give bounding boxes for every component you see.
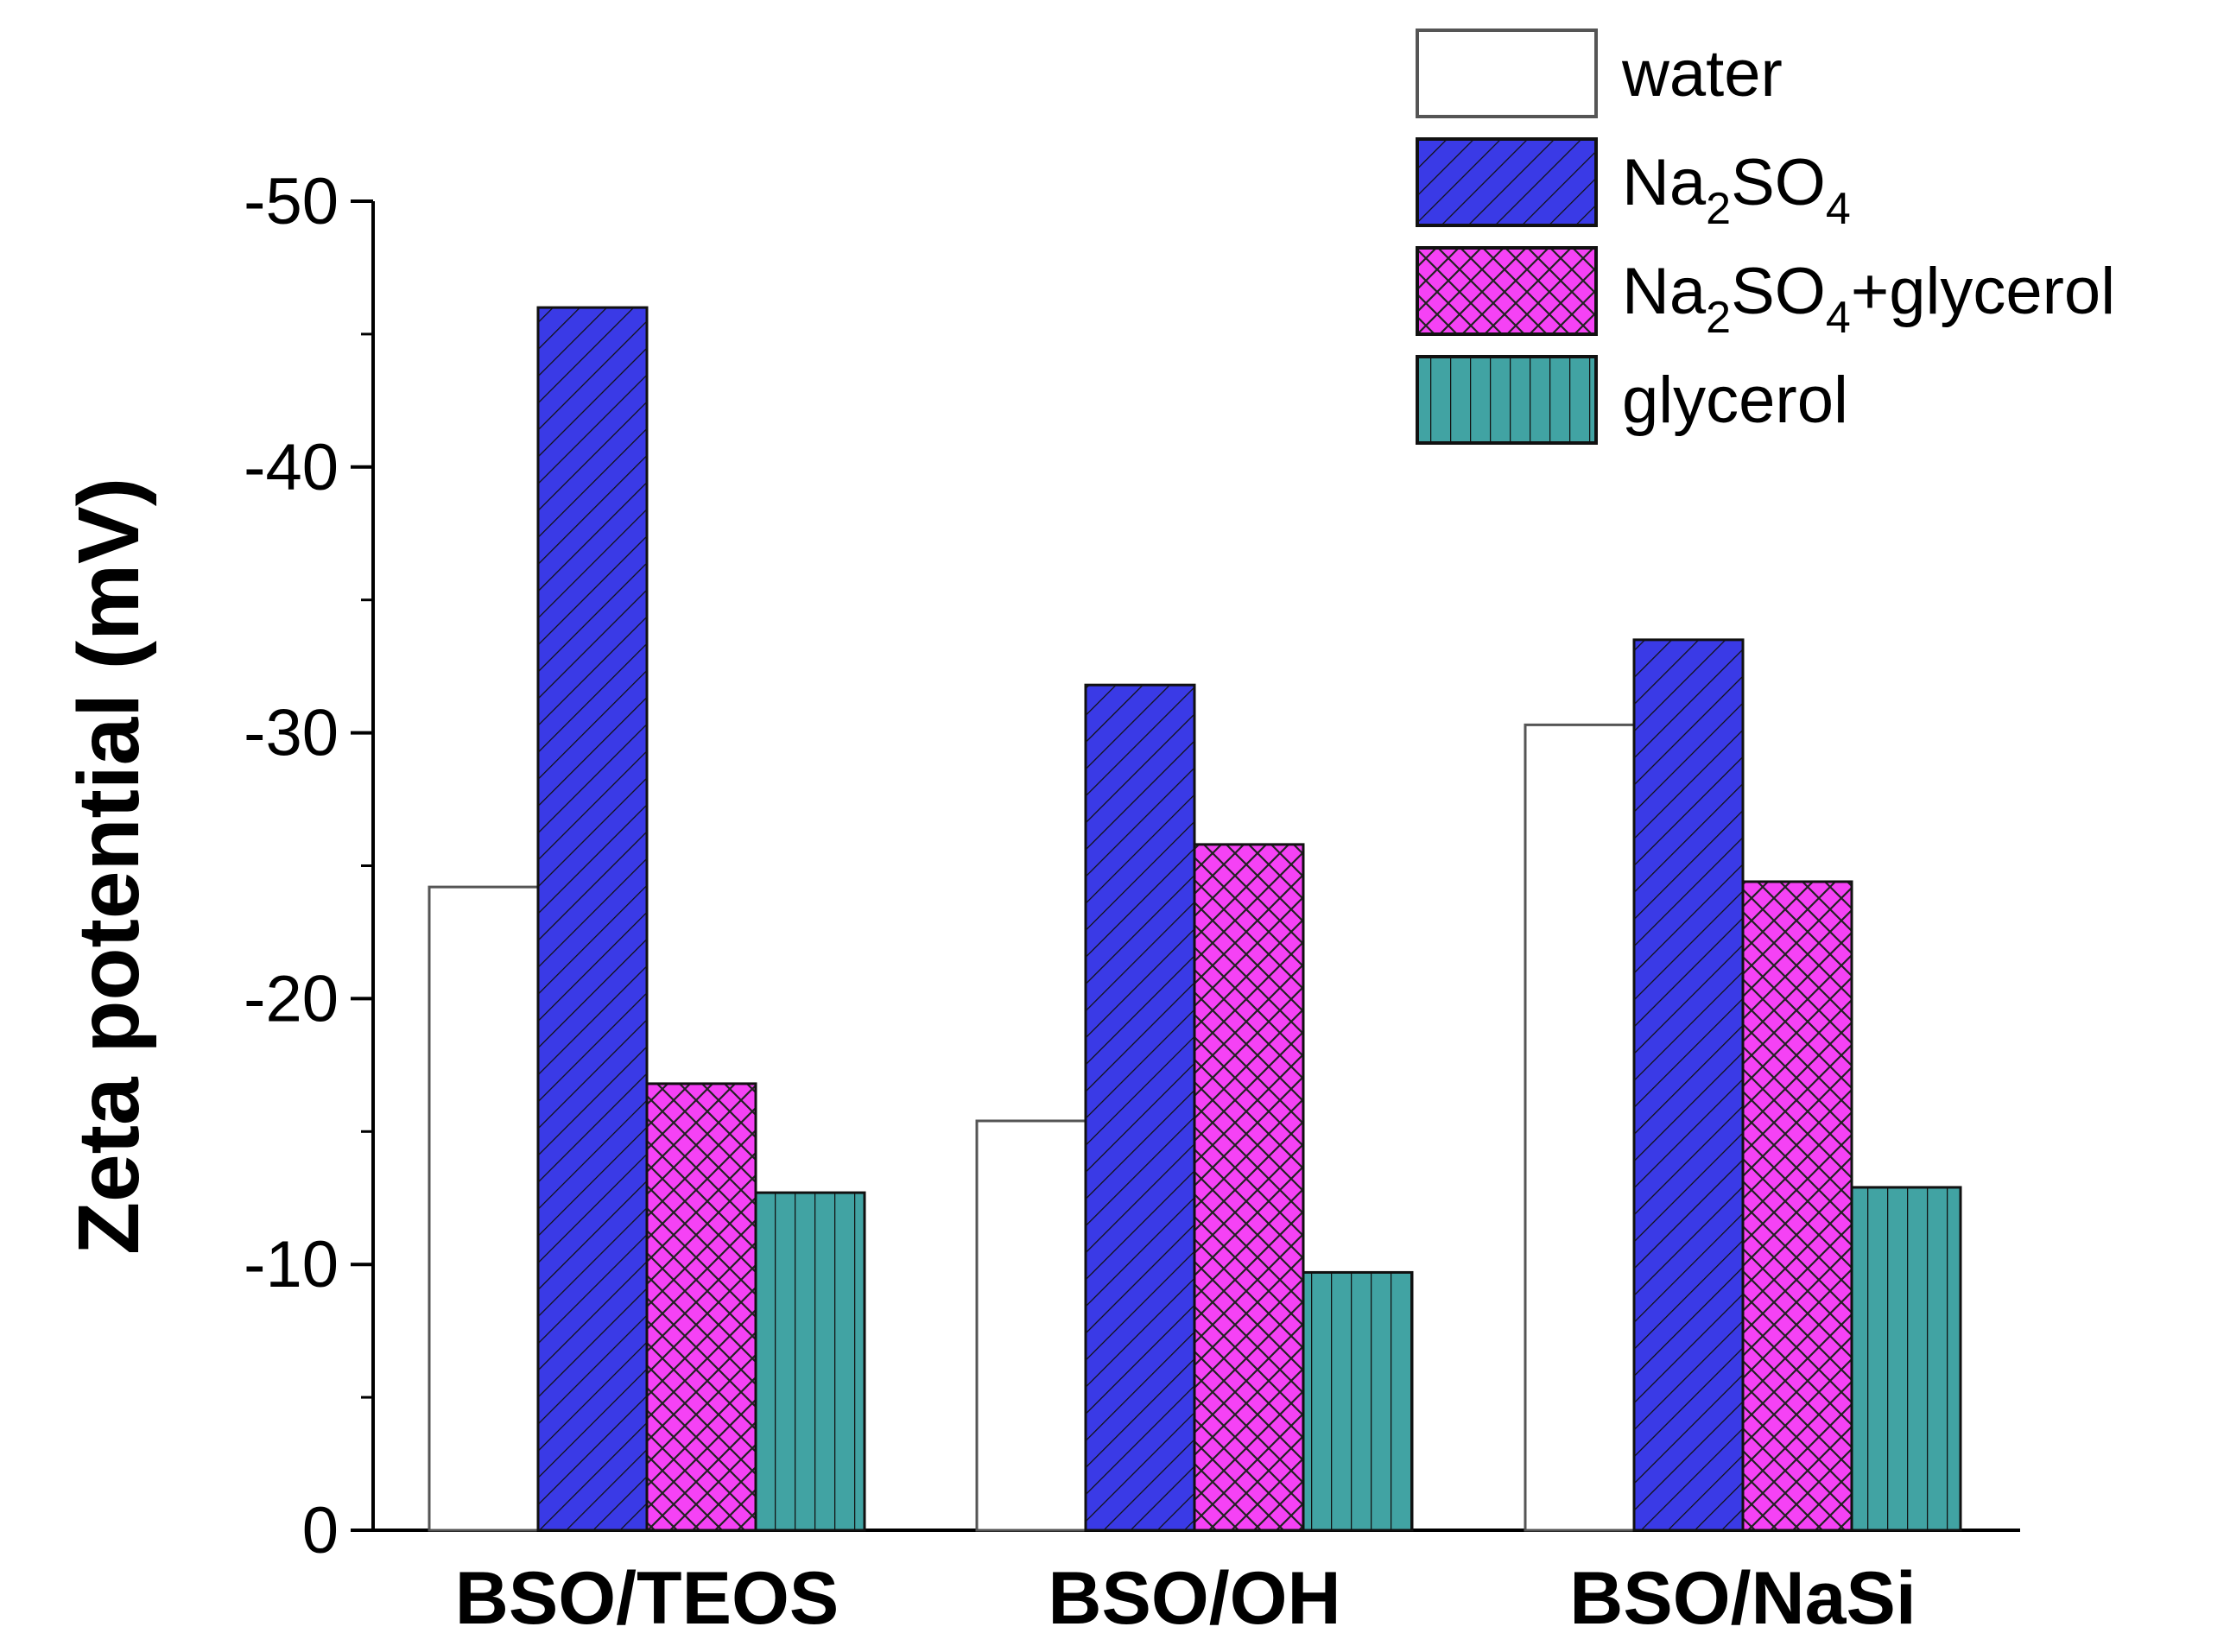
legend-swatch <box>1416 28 1598 118</box>
legend: water Na2SO4 Na2SO4+glycerol glycerol <box>1416 28 2115 445</box>
bar-glycerol-bso-oh <box>1302 1270 1414 1532</box>
y-axis-ticks: 0 -10 -20 -30 -40 -50 <box>244 165 373 1567</box>
legend-swatch <box>1416 137 1598 227</box>
y-axis-title: Zeta potential (mV) <box>60 478 157 1255</box>
y-tick-label: -30 <box>244 697 339 770</box>
bar-water-bso-oh <box>975 1119 1087 1532</box>
legend-label: Na2SO4+glycerol <box>1622 255 2115 343</box>
legend-swatch <box>1416 246 1598 336</box>
legend-label: Na2SO4 <box>1622 146 1851 234</box>
legend-label: glycerol <box>1622 364 1848 437</box>
bar-water-bso-teos <box>428 885 540 1532</box>
y-tick-label: 0 <box>302 1494 339 1567</box>
y-tick-label: -40 <box>244 431 339 504</box>
y-tick-label: -50 <box>244 165 339 238</box>
x-tick-label: BSO/OH <box>1048 1557 1340 1640</box>
bar-water-bso-nasi <box>1524 723 1636 1532</box>
bar-na2so4-glycerol-bso-nasi <box>1741 880 1853 1532</box>
y-tick-label: -20 <box>244 962 339 1035</box>
bar-glycerol-bso-nasi <box>1850 1186 1962 1532</box>
x-axis-labels: BSO/TEOS BSO/OH BSO/NaSi <box>455 1557 1916 1640</box>
bar-glycerol-bso-teos <box>754 1191 866 1532</box>
y-tick-label: -10 <box>244 1228 339 1301</box>
bar-na2so4-glycerol-bso-teos <box>645 1082 757 1532</box>
bar-series <box>428 306 1962 1532</box>
legend-swatch <box>1416 355 1598 445</box>
bar-na2so4-bso-nasi <box>1632 638 1745 1532</box>
x-tick-label: BSO/TEOS <box>455 1557 839 1640</box>
legend-label: water <box>1621 37 1783 111</box>
x-tick-label: BSO/NaSi <box>1569 1557 1916 1640</box>
bar-na2so4-bso-teos <box>536 306 649 1532</box>
bar-na2so4-glycerol-bso-oh <box>1193 843 1305 1532</box>
bar-na2so4-bso-oh <box>1084 683 1196 1532</box>
